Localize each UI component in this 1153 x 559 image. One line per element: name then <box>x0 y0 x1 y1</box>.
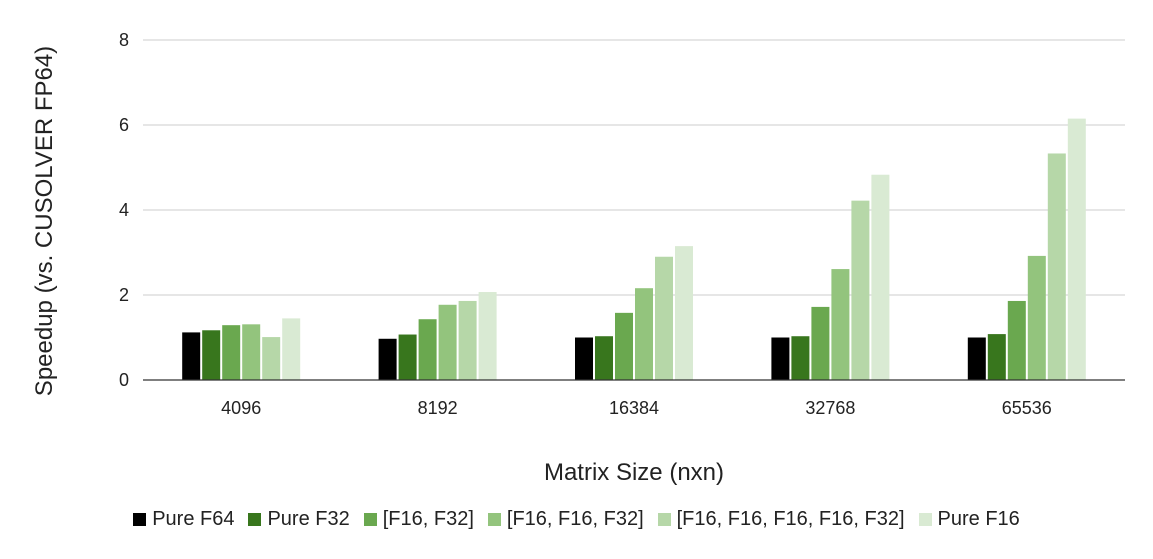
bar <box>398 334 417 380</box>
legend-label: Pure F32 <box>267 507 350 530</box>
bar <box>458 300 477 380</box>
bar <box>418 319 437 380</box>
bar <box>222 325 241 380</box>
bar <box>615 312 633 380</box>
legend-item: [F16, F32] <box>363 507 474 531</box>
bar <box>655 256 673 380</box>
bar <box>478 292 497 380</box>
bar <box>1007 300 1026 380</box>
bar <box>771 337 790 380</box>
bar <box>1067 118 1086 380</box>
bar <box>987 334 1006 380</box>
legend-label: [F16, F16, F32] <box>506 507 644 530</box>
bar <box>262 337 281 380</box>
y-tick-label: 2 <box>119 285 129 305</box>
legend-swatch <box>363 512 377 526</box>
bar <box>282 318 301 380</box>
legend-swatch <box>487 512 501 526</box>
legend-item: Pure F64 <box>133 508 234 531</box>
bar <box>595 336 613 380</box>
bar <box>182 332 201 380</box>
x-tick-label: 32768 <box>805 398 855 418</box>
bar <box>791 336 810 380</box>
bar <box>242 324 261 380</box>
bar <box>1027 255 1046 380</box>
bar <box>378 338 397 380</box>
bar <box>851 200 870 380</box>
bar <box>575 337 593 380</box>
bar <box>675 246 693 380</box>
y-tick-label: 4 <box>119 200 129 220</box>
x-tick-label: 4096 <box>221 398 261 418</box>
legend-swatch <box>918 512 932 526</box>
legend-label: [F16, F32] <box>382 507 474 530</box>
x-tick-label: 65536 <box>1002 398 1052 418</box>
y-axis-ticks: 0 2 4 6 8 <box>119 30 129 390</box>
y-tick-label: 8 <box>119 30 129 50</box>
bar <box>438 304 457 380</box>
bar <box>202 330 221 380</box>
bar <box>635 288 653 380</box>
legend-item: Pure F16 <box>918 507 1020 531</box>
y-tick-label: 6 <box>119 115 129 135</box>
legend-swatch <box>248 512 262 526</box>
legend-label: Pure F64 <box>152 507 235 530</box>
bar <box>831 269 850 380</box>
x-axis-ticks: 4096 8192 16384 32768 65536 <box>221 398 1052 418</box>
x-tick-label: 8192 <box>418 398 458 418</box>
legend-swatch <box>657 512 671 526</box>
legend-label: [F16, F16, F16, F16, F32] <box>676 507 905 530</box>
legend-label: Pure F16 <box>937 507 1020 530</box>
bar <box>871 174 890 380</box>
bar-chart: 0 2 4 6 8 4096 8192 16384 32768 65536 Speedup (v… <box>31 30 1125 486</box>
legend-item: [F16, F16, F16, F16, F32] <box>657 507 905 531</box>
x-axis-title: Matrix Size (nxn) <box>544 459 724 486</box>
legend-swatch <box>133 512 147 526</box>
legend-item: Pure F32 <box>248 507 350 531</box>
y-axis-title: Speedup (vs. CUSOLVER FP64) <box>31 46 58 396</box>
bar <box>967 337 986 380</box>
bars <box>182 118 1086 380</box>
bar <box>1047 153 1066 380</box>
grid-lines <box>143 39 1125 296</box>
x-tick-label: 16384 <box>609 398 659 418</box>
legend-item: [F16, F16, F32] <box>487 507 644 531</box>
y-tick-label: 0 <box>119 370 129 390</box>
bar <box>811 306 830 380</box>
legend: Pure F64 Pure F32 [F16, F32] [F16, F16, F32… <box>0 505 1153 533</box>
